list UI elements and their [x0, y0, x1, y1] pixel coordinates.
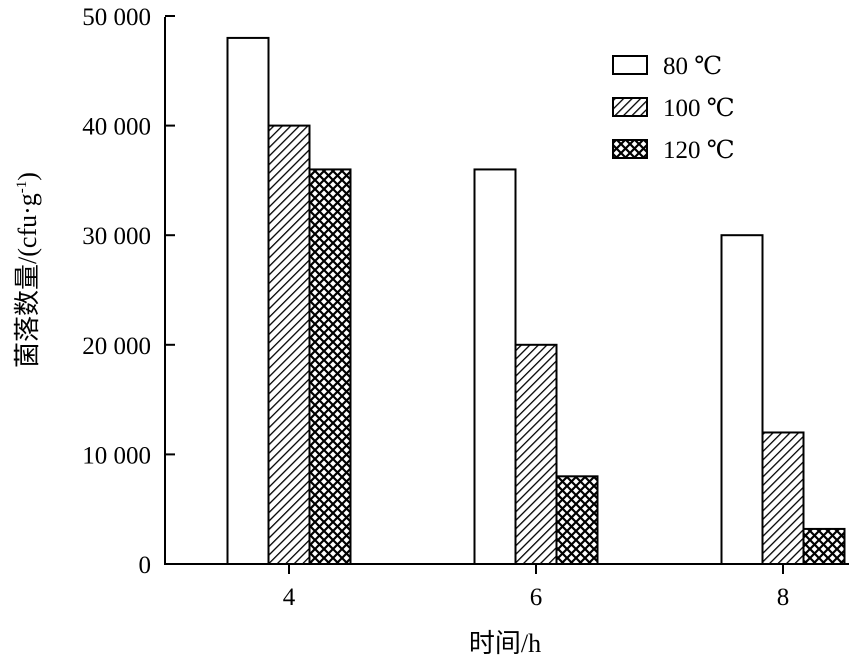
- legend-swatch-series-2: [612, 97, 648, 117]
- legend-swatch-series-3: [612, 139, 648, 159]
- y-tick-label: 50 000: [82, 4, 151, 31]
- legend-swatch-series-1: [612, 55, 648, 75]
- x-ticks-group: 4 6 8: [283, 564, 790, 611]
- y-axis-label-main: 菌落数量/(cfu·g: [13, 193, 42, 368]
- y-tick-label: 0: [139, 552, 152, 579]
- bar-8h-series-2: [761, 431, 805, 566]
- legend-label-series-3: 120 ℃: [663, 137, 735, 164]
- x-axis-label: 时间/h: [469, 629, 541, 658]
- legend-label-series-2: 100 ℃: [663, 95, 735, 122]
- bar-8h-series-1: [720, 234, 764, 565]
- y-axis-label: 菌落数量/(cfu·g-1): [13, 172, 42, 368]
- bars-group: [226, 36, 846, 566]
- y-ticks-group: 0 10 000 20 000 30 000 40 000 50 000: [82, 4, 175, 579]
- bar-6h-series-1: [473, 168, 517, 565]
- x-tick-label: 4: [283, 584, 296, 611]
- bar-6h-series-2: [514, 343, 558, 565]
- legend-label-series-1: 80 ℃: [663, 53, 722, 80]
- x-tick-label: 6: [530, 584, 543, 611]
- legend: 80 ℃ 100 ℃ 120 ℃: [612, 53, 735, 164]
- x-tick-label: 8: [777, 584, 790, 611]
- bar-4h-series-3: [308, 168, 352, 565]
- y-tick-label: 40 000: [82, 114, 151, 141]
- y-axis-label-close: ): [13, 172, 42, 181]
- bar-6h-series-3: [555, 475, 599, 566]
- y-tick-label: 10 000: [82, 442, 151, 469]
- y-axis-label-sup: -1: [14, 181, 30, 194]
- bar-4h-series-2: [267, 124, 311, 565]
- bar-8h-series-3: [802, 527, 846, 565]
- y-tick-label: 20 000: [82, 333, 151, 360]
- bar-4h-series-1: [226, 36, 270, 566]
- y-tick-label: 30 000: [82, 223, 151, 250]
